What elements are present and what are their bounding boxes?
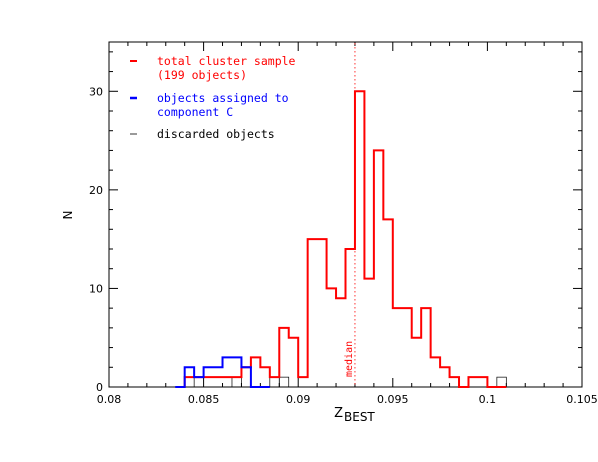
axis-ticks [108, 42, 583, 388]
tick-labels: 0.08 0.085 0.09 0.095 0.1 0.105 0 10 20 30 [89, 85, 598, 406]
plot-frame [108, 41, 583, 388]
series-component_c-line [175, 356, 270, 388]
discarded-bin [231, 376, 242, 388]
axis-titles: Z BEST N [61, 211, 375, 424]
legend-label-component_c: objects assigned to [157, 91, 289, 105]
legend-label-total: total cluster sample [157, 54, 296, 68]
discarded-bin [184, 376, 195, 388]
y-tick-label: 0 [96, 381, 103, 394]
histogram-series [175, 90, 507, 388]
legend-label-component_c: component C [157, 105, 233, 119]
discarded-bin [278, 376, 290, 388]
y-axis-label: N [61, 211, 75, 220]
legend-label-discarded: discarded objects [157, 127, 275, 141]
discarded-bin [496, 376, 507, 388]
discarded-bin [269, 376, 280, 388]
median-marker: median [344, 43, 356, 387]
x-axis-label-main: Z [334, 406, 343, 421]
y-tick-label: 20 [89, 184, 103, 197]
x-tick-label: 0.105 [566, 393, 598, 406]
median-label: median [344, 341, 355, 377]
plot-border [108, 41, 583, 388]
x-tick-label: 0.1 [479, 393, 497, 406]
x-tick-label: 0.095 [377, 393, 409, 406]
x-tick-label: 0.085 [188, 393, 220, 406]
x-axis-label-subscript: BEST [344, 410, 375, 424]
y-tick-label: 10 [89, 282, 103, 295]
x-tick-label: 0.09 [286, 393, 311, 406]
y-tick-label: 30 [89, 85, 103, 98]
x-tick-label: 0.08 [97, 393, 122, 406]
legend-label-total: (199 objects) [157, 68, 247, 82]
series-total-line [183, 90, 507, 388]
legend: total cluster sample(199 objects) objects… [130, 54, 296, 141]
x-axis-label: Z [334, 406, 343, 421]
